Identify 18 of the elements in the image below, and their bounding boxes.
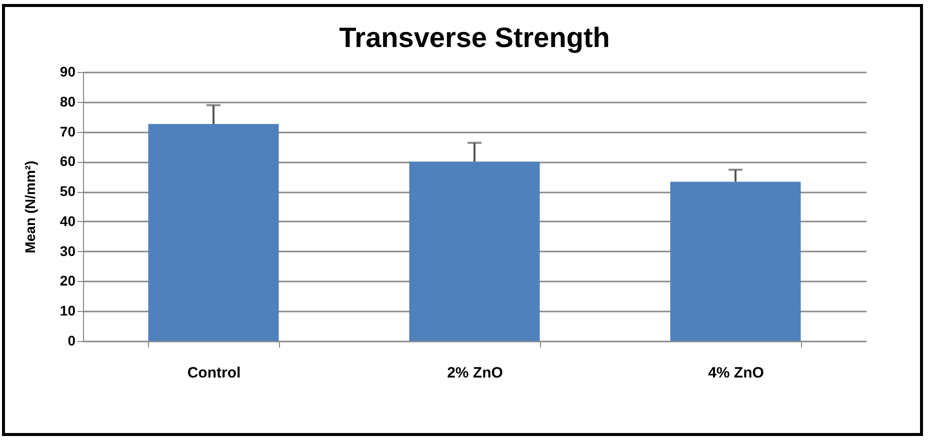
bar <box>670 182 801 341</box>
y-tick-label: 40 <box>60 212 76 229</box>
x-tick-label: Control <box>187 364 241 382</box>
y-tick-label: 10 <box>60 302 76 319</box>
x-tick-label: 4% ZnO <box>708 364 764 382</box>
bar <box>148 124 279 341</box>
y-tick-label: 30 <box>60 242 76 259</box>
y-tick-label: 0 <box>68 332 76 348</box>
x-tick-label: 2% ZnO <box>447 364 504 382</box>
y-tick-label: 50 <box>60 183 76 200</box>
y-axis-title: Mean (N/mm²) <box>22 160 38 254</box>
y-tick-label: 90 <box>60 64 76 80</box>
y-tick-label: 20 <box>60 272 76 289</box>
y-tick-label: 60 <box>60 153 76 170</box>
bar <box>409 162 540 341</box>
y-tick-label: 80 <box>60 93 76 110</box>
chart-title: Transverse Strength <box>339 22 610 53</box>
y-tick-label: 70 <box>60 123 76 140</box>
